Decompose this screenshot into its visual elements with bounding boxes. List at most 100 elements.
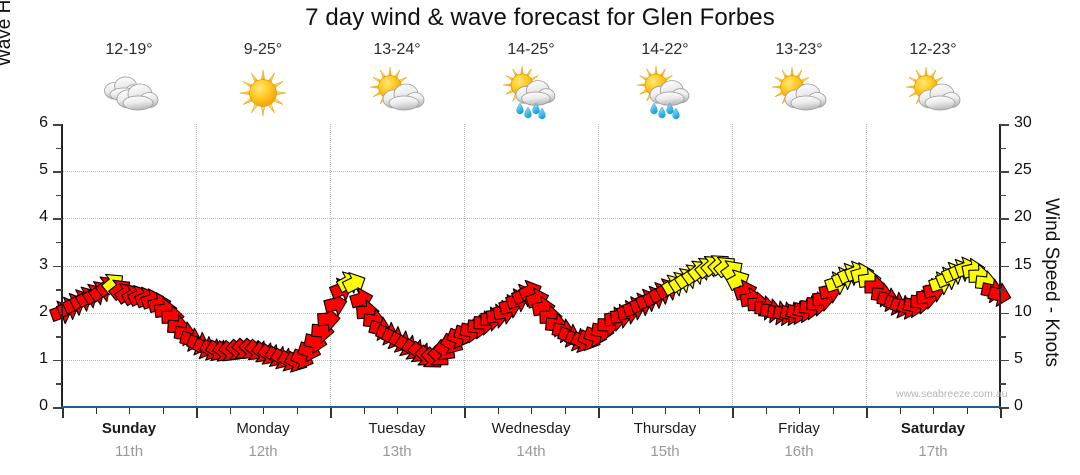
x-axis-tick xyxy=(799,408,800,414)
right-axis-title: Wind Speed - Knots xyxy=(1041,198,1062,367)
x-axis-tick xyxy=(363,408,365,414)
day-name: Saturday xyxy=(900,420,966,437)
axis-tick xyxy=(1000,194,1006,197)
x-axis-tick xyxy=(62,408,64,418)
day-name: Wednesday xyxy=(491,420,571,437)
x-axis-tick xyxy=(162,408,164,414)
day-name: Monday xyxy=(236,420,290,437)
day-columns: 12-19° Sunday 11th 9-25° Monday 12th 13-24° xyxy=(62,0,1000,475)
right-axis-label: 15 xyxy=(1014,255,1032,273)
day-column-wednesday: 14-25° Wednesday 14th xyxy=(464,0,598,475)
axis-tick xyxy=(1000,359,1009,362)
day-column-saturday: 12-23° Saturday 17th xyxy=(866,0,1000,475)
axis-tick xyxy=(53,359,62,362)
x-axis-tick xyxy=(732,408,734,418)
day-column-sunday: 12-19° Sunday 11th xyxy=(62,0,196,475)
sun-cloud-rain-icon xyxy=(630,64,700,122)
axis-tick xyxy=(53,218,62,220)
x-axis-tick xyxy=(899,408,901,414)
day-date: 12th xyxy=(248,443,278,460)
right-axis-label: 20 xyxy=(1014,208,1032,226)
left-axis-label: 1 xyxy=(39,349,48,367)
temperature-range: 14-22° xyxy=(641,41,689,58)
x-axis-tick xyxy=(263,408,264,414)
temperature-range: 13-23° xyxy=(775,41,823,58)
day-column-tuesday: 13-24° Tuesday 13th xyxy=(330,0,464,475)
day-date: 13th xyxy=(382,443,412,460)
x-axis-tick xyxy=(832,408,834,414)
axis-tick xyxy=(1000,289,1006,291)
temperature-range: 12-23° xyxy=(909,41,957,58)
gridline-horizontal xyxy=(62,359,1000,361)
day-name: Tuesday xyxy=(368,420,426,437)
axis-tick xyxy=(53,407,62,409)
x-axis-tick xyxy=(531,408,532,414)
x-axis-tick xyxy=(430,408,432,414)
day-column-monday: 9-25° Monday 12th xyxy=(196,0,330,475)
left-axis-label: 4 xyxy=(39,208,48,226)
x-axis-tick xyxy=(765,408,767,414)
x-axis-tick xyxy=(296,408,298,414)
partly-cloudy-icon xyxy=(362,64,432,122)
day-date: 14th xyxy=(516,443,546,460)
x-axis-tick xyxy=(966,408,968,414)
axis-tick xyxy=(56,383,62,385)
right-axis-label: 10 xyxy=(1014,302,1032,320)
day-name: Friday xyxy=(778,420,820,437)
left-axis-label: 3 xyxy=(39,255,48,273)
temperature-range: 14-25° xyxy=(507,41,555,58)
axis-tick xyxy=(1000,407,1009,409)
x-axis-tick xyxy=(464,408,466,418)
axis-tick xyxy=(1000,383,1006,385)
axis-tick xyxy=(53,312,62,315)
partly-cloudy-icon xyxy=(898,64,968,122)
day-column-thursday: 14-22° Thursday 15th xyxy=(598,0,732,475)
day-name: Sunday xyxy=(101,420,157,437)
gridline-horizontal xyxy=(62,312,1000,314)
left-axis-line xyxy=(61,124,63,409)
axis-tick xyxy=(53,265,62,267)
axis-tick xyxy=(53,171,62,173)
day-date: 16th xyxy=(784,443,814,460)
x-axis-tick xyxy=(866,408,868,418)
axis-tick xyxy=(56,194,62,197)
watermark: www.seabreeze.com.au xyxy=(896,388,1008,400)
x-axis-tick xyxy=(330,408,332,418)
axis-tick xyxy=(53,124,62,126)
partly-cloudy-icon xyxy=(764,64,834,122)
temperature-range: 12-19° xyxy=(105,41,153,58)
x-axis-tick xyxy=(698,408,700,414)
axis-tick xyxy=(1000,124,1009,126)
left-axis-label: 6 xyxy=(39,114,48,131)
plot-area xyxy=(49,124,1012,407)
axis-tick xyxy=(1000,171,1009,173)
x-axis-tick xyxy=(665,408,666,414)
page-title: 7 day wind & wave forecast for Glen Forb… xyxy=(305,4,775,31)
x-axis-tick xyxy=(129,408,130,414)
x-axis-tick xyxy=(95,408,97,414)
wind-arrow-layer xyxy=(49,124,1012,407)
gridline-horizontal xyxy=(62,218,1000,220)
x-axis-tick xyxy=(497,408,499,414)
x-axis-line xyxy=(61,406,1001,408)
gridline-horizontal xyxy=(62,265,1000,267)
left-axis-title: Wave Height - Metres xyxy=(0,0,16,120)
axis-tick xyxy=(1000,312,1009,315)
axis-tick xyxy=(1000,265,1009,267)
axis-tick xyxy=(56,241,62,244)
sun-cloud-rain-icon xyxy=(496,64,566,122)
x-axis-tick xyxy=(631,408,633,414)
left-axis-label: 0 xyxy=(39,397,48,414)
gridline-horizontal xyxy=(62,171,1000,173)
axis-tick xyxy=(56,289,62,291)
left-axis-label: 5 xyxy=(39,161,48,179)
day-date: 15th xyxy=(650,443,680,460)
axis-tick xyxy=(1000,147,1006,150)
cloudy-icon xyxy=(94,64,164,122)
temperature-range: 9-25° xyxy=(243,41,283,58)
axis-tick xyxy=(1000,336,1006,338)
axis-tick xyxy=(56,336,62,338)
day-column-friday: 13-23° Friday 16th xyxy=(732,0,866,475)
axis-tick xyxy=(56,147,62,150)
right-axis-label: 30 xyxy=(1014,114,1032,131)
